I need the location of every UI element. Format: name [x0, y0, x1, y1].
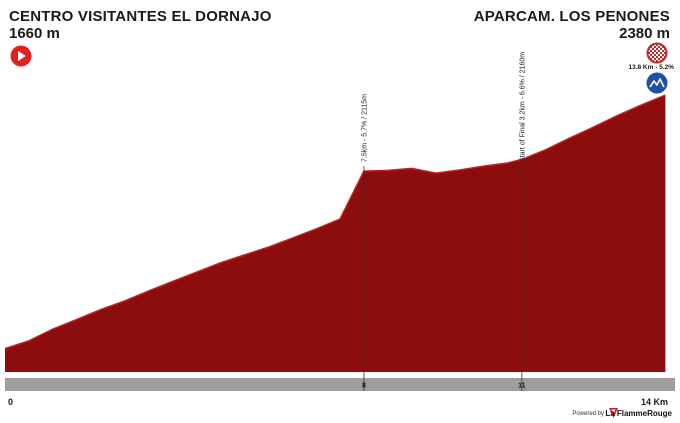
- start-name: CENTRO VISITANTES EL DORNAJO: [9, 8, 272, 25]
- profile-edge: [4, 94, 666, 350]
- checkered-flag-icon: [646, 42, 668, 64]
- mountain-icon: [646, 72, 668, 94]
- finish-altitude: 2380 m: [619, 25, 670, 42]
- start-altitude: 1660 m: [9, 25, 60, 42]
- axis-start-label: 0: [8, 397, 14, 407]
- climb-label: 13.8 Km - 5.2%: [628, 64, 674, 71]
- finish-name: APARCAM. LOS PENONES: [473, 8, 670, 25]
- marker-label: 7.5km - 5.7% / 2115m: [361, 94, 368, 162]
- brand-name: La FlammeRouge: [605, 409, 672, 418]
- flame-icon: [609, 408, 618, 418]
- profile-area: [5, 95, 666, 372]
- powered-by-text: Powered by: [572, 411, 604, 417]
- marker-label: Start of Final 3.2km - 6.6% / 2160m: [519, 52, 526, 162]
- marker-axis-label: 11: [518, 383, 526, 390]
- distance-axis-bar: [5, 378, 675, 391]
- play-circle-icon: [10, 45, 32, 67]
- marker-axis-label: 8: [362, 383, 366, 390]
- axis-end-label: 14 Km: [640, 397, 668, 407]
